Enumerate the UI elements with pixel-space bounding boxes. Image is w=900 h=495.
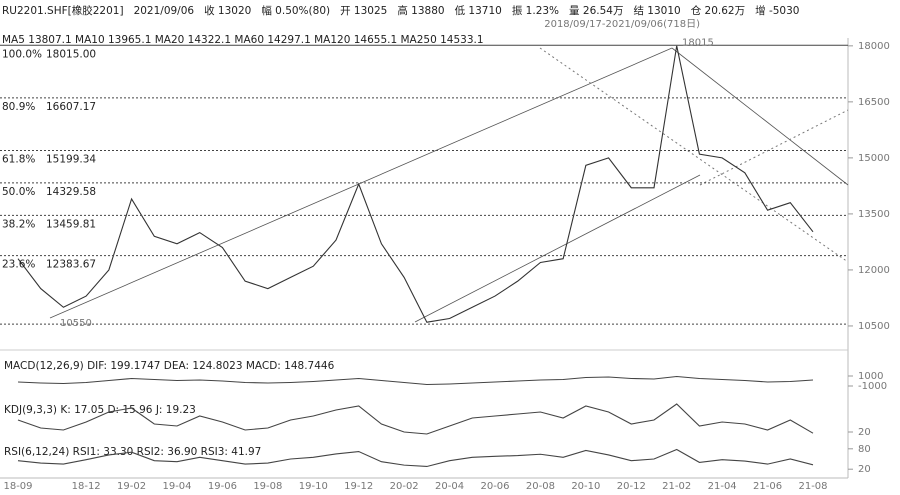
price-line [17,45,814,323]
fib-value: 13459.81 [46,218,96,230]
y-tick-label: 20 [858,464,871,475]
x-tick-label: 21-06 [753,481,782,492]
panel-title: RSI(6,12,24) RSI1: 33.30 RSI2: 36.90 RSI… [4,446,261,458]
fib-value: 12383.67 [46,259,96,271]
x-tick-label: 19-06 [208,481,237,492]
x-tick-label: 21-08 [798,481,827,492]
fib-value: 15199.34 [46,153,96,165]
y-tick-label: -1000 [858,381,887,392]
header-field: 低 13710 [455,4,502,17]
trend-line [671,47,849,186]
header-field: 量 26.54万 [569,5,623,17]
x-tick-label: 18-12 [72,481,101,492]
x-tick-label: 20-04 [435,481,464,492]
x-tick-label: 20-08 [526,481,555,492]
fib-value: 18015.00 [46,48,96,60]
header-field: 振 1.23% [512,4,559,17]
fib-pct: 80.9% [2,101,35,113]
y-tick-label: 1000 [858,371,883,382]
y-tick-label: 18000 [858,41,890,52]
peak-label: 18015 [682,37,714,48]
ma-line: MA5 13807.1 MA10 13965.1 MA20 14322.1 MA… [2,34,484,46]
x-tick-label: 21-02 [662,481,691,492]
trend-line [414,174,701,323]
range-label: 2018/09/17-2021/09/06(718日) [544,19,700,30]
price-line [17,375,814,386]
x-tick-label: 19-02 [117,481,146,492]
header-field: 仓 20.62万 [691,4,745,17]
y-tick-label: 20 [858,427,871,438]
fib-pct: 50.0% [2,186,35,198]
header-field: 2021/09/06 [134,5,195,17]
x-tick-label: 19-10 [299,481,328,492]
price-line [17,448,814,468]
fib-pct: 38.2% [2,218,35,230]
x-tick-label: 20-06 [480,481,509,492]
y-tick-label: 16500 [858,97,890,108]
x-tick-label: 20-02 [390,481,419,492]
x-tick-label: 19-08 [253,481,282,492]
x-tick-label: 19-04 [162,481,191,492]
price-line [17,403,814,435]
fib-pct: 61.8% [2,153,35,165]
x-tick-label: 20-10 [571,481,600,492]
header-field: RU2201.SHF[橡胶2201] [2,4,124,17]
fib-value: 16607.17 [46,101,96,113]
header-field: 幅 0.50%(80) [261,4,330,17]
fib-pct: 23.6% [2,259,35,271]
header-field: 高 13880 [397,4,444,17]
header-field: 收 13020 [204,4,251,17]
y-tick-label: 12000 [858,265,890,276]
fib-pct: 100.0% [2,48,42,60]
panel-title: MACD(12,26,9) DIF: 199.1747 DEA: 124.802… [4,360,335,372]
y-tick-label: 80 [858,444,871,455]
x-tick-label: 19-12 [344,481,373,492]
x-tick-label: 18-09 [3,481,32,492]
panel-title: KDJ(9,3,3) K: 17.05 D: 15.96 J: 19.23 [4,404,196,416]
low-label: 10550 [60,318,92,329]
y-tick-label: 15000 [858,153,890,164]
header-field: 增 -5030 [755,4,799,17]
header-field: 结 13010 [633,4,680,17]
y-tick-label: 13500 [858,209,890,220]
x-tick-label: 20-12 [617,481,646,492]
header-field: 开 13025 [340,5,387,17]
y-tick-label: 10500 [858,321,890,332]
x-tick-label: 21-04 [708,481,737,492]
fib-value: 14329.58 [46,186,96,198]
